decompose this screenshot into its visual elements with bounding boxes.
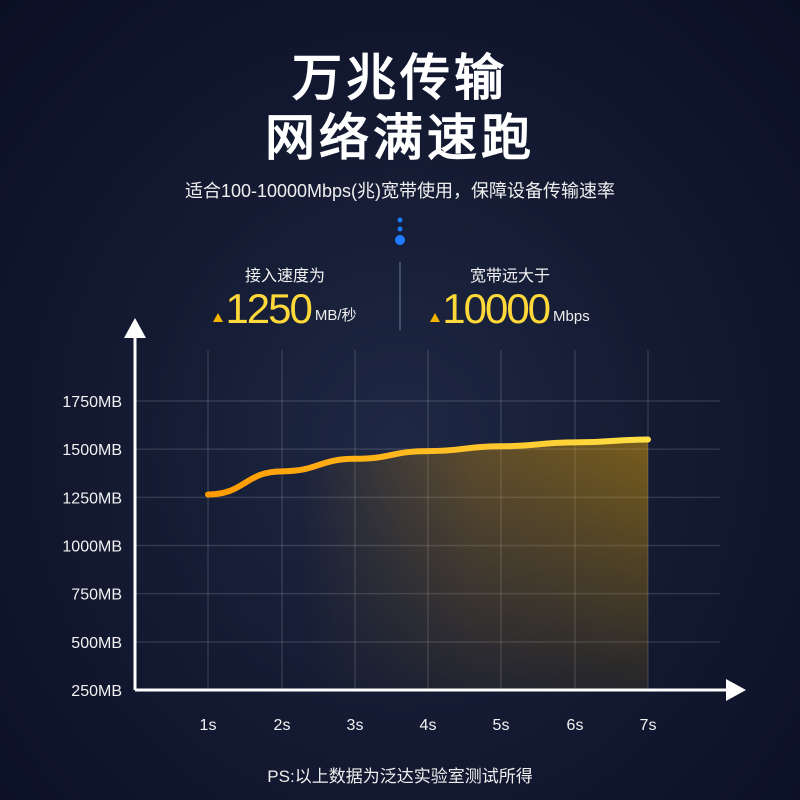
speed-stat: 接入速度为 1250 MB/秒 [205,262,365,330]
x-tick-label: 1s [200,717,217,734]
y-axis-arrow-icon [124,318,146,338]
x-tick-label: 3s [347,717,364,734]
area-fill [208,439,648,690]
stat-value: 1250 [225,285,312,332]
x-axis-arrow-icon [726,679,746,701]
y-tick-label: 1000MB [62,539,122,556]
x-tick-label: 4s [420,717,437,734]
stat-unit: Mbps [553,308,590,325]
stat-label: 接入速度为 [244,268,325,285]
x-tick-label: 7s [640,717,657,734]
stat-label: 宽带远大于 [469,268,550,285]
x-tick-label: 5s [493,717,510,734]
footnote: PS:以上数据为泛达实验室测试所得 [267,767,533,786]
y-tick-label: 1500MB [62,442,122,459]
y-tick-label: 500MB [71,635,122,652]
series-line [205,436,651,498]
dot-icon [395,235,405,245]
stat-value: 10000 [442,285,551,332]
y-tick-label: 250MB [71,683,122,700]
bandwidth-stat: 宽带远大于 10000 Mbps [425,262,595,330]
dot-icon [397,217,403,223]
subtitle: 适合100-10000Mbps(兆)宽带使用，保障设备传输速率 [184,181,616,201]
y-tick-label: 1750MB [62,394,122,411]
x-tick-label: 2s [274,717,291,734]
x-tick-label: 6s [567,717,584,734]
title-line-1: 万兆传输 [292,50,508,106]
title-line-2: 网络满速跑 [265,110,535,166]
y-tick-label: 750MB [71,587,122,604]
stat-unit: MB/秒 [314,307,357,324]
triangle-up-icon [213,313,224,322]
triangle-up-icon [430,313,441,322]
y-tick-label: 1250MB [62,490,122,507]
dot-icon [397,226,403,232]
